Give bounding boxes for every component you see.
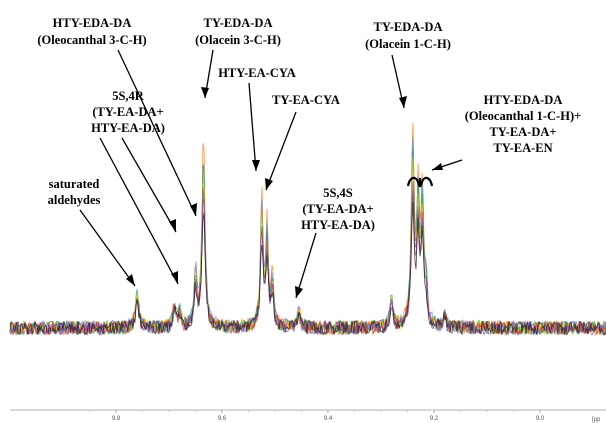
arrow-htyeacya [248,82,257,172]
annotation-5s4r: 5S,4R (TY-EA-DA+ HTY-EA-DA) [91,89,165,135]
annotation-line: aldehydes [48,193,101,207]
annotation-line: TY-EDA-DA [204,16,273,30]
annotation-htyedada: HTY-EDA-DA (Oleocanthal 3-C-H) [37,16,146,47]
arrow-5s4s [295,232,317,299]
annotation-arrows [79,49,463,299]
arrow-saturated [79,209,136,287]
curly-brace [406,176,434,188]
annotation-line: (Oleocanthal 1-C-H)+ [465,109,581,123]
annotation-line: HTY-EA-CYA [218,66,296,80]
arrowhead [171,271,178,284]
arrow-tyeacya [265,111,297,191]
annotation-tyeacya: TY-EA-CYA [272,93,340,107]
x-tick-label: 9.2 [430,416,439,422]
annotation-line: 5S,4S [323,186,353,200]
spectrum-traces [9,122,606,337]
annotation-line: HTY-EDA-DA [484,93,563,107]
x-axis-unit-label: [pp [592,417,601,423]
annotation-line: TY-EA-CYA [272,93,340,107]
annotation-line: (TY-EA-DA+ [302,202,373,216]
annotation-line: (Oleocanthal 3-C-H) [37,33,146,47]
arrow-htyedada [117,49,197,217]
arrowhead [190,203,197,216]
x-axis-ticks: 9.8 9.6 9.4 9.2 9.0 [89,410,545,422]
annotation-line: HTY-EA-DA) [301,218,375,232]
arrowhead [399,96,407,108]
arrow-5s4r-a [99,137,179,285]
arrowhead [201,87,209,98]
annotation-line: (Olacein 3-C-H) [195,33,281,47]
annotation-line: (TY-EA-DA+ [92,105,163,119]
spectrum-trace [9,149,606,336]
arrowhead [169,219,176,232]
arrowhead [252,160,260,171]
arrowhead [265,178,273,190]
x-tick-label: 9.4 [324,416,333,422]
annotation-line: (Olacein 1-C-H) [365,37,451,51]
arrowhead [432,163,443,170]
annotation-line: 5S,4R [112,89,145,103]
arrowhead [295,286,303,298]
x-tick-label: 9.8 [112,416,121,422]
annotation-line: HTY-EA-DA) [91,121,165,135]
spectrum-trace [9,201,606,336]
annotation-line: TY-EDA-DA [374,20,443,34]
annotation-line: TY-EA-EN [493,141,552,155]
annotation-tyedada-1: TY-EDA-DA (Olacein 1-C-H) [365,20,451,51]
arrowhead [126,274,135,286]
annotation-htyeacya: HTY-EA-CYA [218,66,296,80]
x-tick-label: 9.6 [218,416,227,422]
annotation-5s4s: 5S,4S (TY-EA-DA+ HTY-EA-DA) [301,186,375,232]
arrow-5s4r-b [121,137,177,233]
annotation-tyedada-3: TY-EDA-DA (Olacein 3-C-H) [195,16,281,47]
annotation-line: HTY-EDA-DA [53,16,132,30]
annotation-line: TY-EA-DA+ [489,125,556,139]
x-tick-label: 9.0 [536,416,545,422]
annotation-line: saturated [49,177,100,191]
annotation-oleocanthal1: HTY-EDA-DA (Oleocanthal 1-C-H)+ TY-EA-DA… [465,93,581,155]
spectrum-trace [9,157,606,336]
annotation-saturated: saturated aldehydes [48,177,101,207]
